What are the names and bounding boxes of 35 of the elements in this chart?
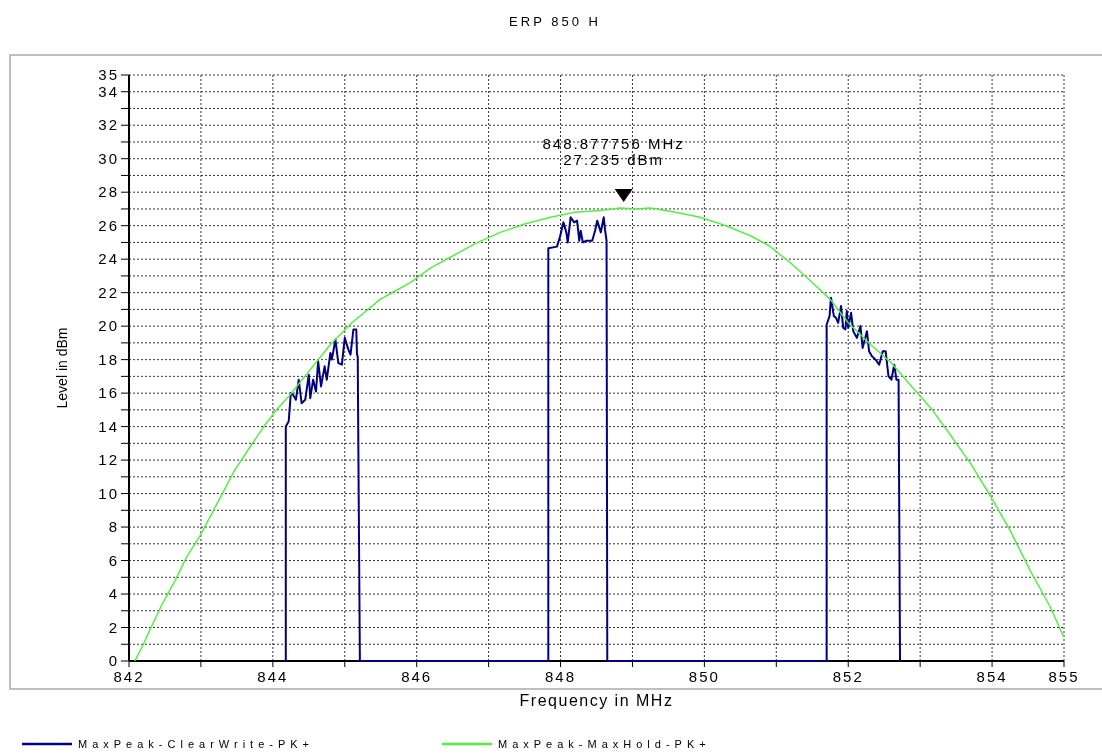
annotation: 848.877756 MHz 27.235 dBm	[542, 135, 685, 169]
x-tick-label: 854	[976, 668, 1008, 685]
y-tick-label: 32	[98, 116, 119, 134]
x-tick-label: 842	[113, 668, 145, 685]
x-tick-label: 848	[545, 668, 577, 685]
line-series	[284, 216, 902, 662]
y-tick-label: 24	[98, 250, 119, 268]
y-axis-title: Level in dBm	[54, 327, 70, 409]
y-tick-label: 18	[98, 350, 119, 368]
y-tick-label: 26	[98, 216, 119, 234]
x-axis-title: Frequency in MHz	[519, 692, 674, 709]
y-tick-label: 12	[98, 451, 119, 469]
y-tick-label: 2	[108, 618, 119, 636]
y-tick-label: 28	[98, 183, 119, 201]
y-tick-label: 8	[108, 518, 119, 536]
y-tick-label: 20	[98, 317, 119, 335]
y-tick-label: 22	[98, 283, 119, 301]
x-tick-label: 850	[688, 668, 720, 685]
line-series	[134, 207, 1065, 662]
x-tick-label: 844	[257, 668, 289, 685]
x-tick-label: 846	[401, 668, 433, 685]
legend-label: MaxPeak-MaxHold-PK+	[498, 738, 711, 750]
y-tick-label: 4	[108, 585, 119, 603]
y-tick-label: 30	[98, 149, 119, 167]
y-tick-label: 16	[98, 384, 119, 402]
legend-label: MaxPeak-ClearWrite-PK+	[78, 738, 315, 750]
chart-title: ERP 850 H	[509, 14, 601, 29]
x-tick-label: 855	[1048, 668, 1080, 685]
y-tick-label: 6	[108, 551, 119, 569]
x-tick-label: 852	[832, 668, 864, 685]
y-tick-label: 14	[98, 417, 119, 435]
y-tick-label: 35	[98, 66, 119, 83]
y-tick-label: 0	[108, 652, 119, 669]
y-tick-label: 34	[98, 82, 119, 100]
y-tick-label: 10	[98, 484, 119, 502]
